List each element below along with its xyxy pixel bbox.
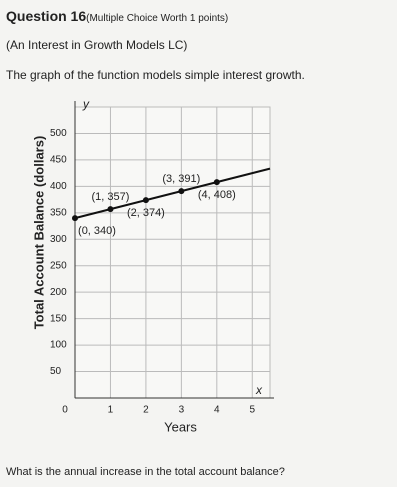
- line-extension: [216, 167, 271, 184]
- x-tick-label: 4: [214, 405, 220, 416]
- x-tick-label: 2: [143, 405, 149, 416]
- chart: 50 100 150 200 250 300 350 400 450 500 0 1 2 3 4 5 y x Yea…: [31, 97, 274, 434]
- y-axis-label: Total Account Balance (dollars): [31, 136, 46, 330]
- point-label: (1, 357): [91, 191, 129, 203]
- x-tick-label: 0: [62, 405, 68, 416]
- question-worth: (Multiple Choice Worth 1 points): [86, 13, 229, 24]
- y-tick-label: 250: [50, 260, 67, 271]
- y-tick-label: 200: [50, 287, 67, 298]
- data-point: [178, 188, 185, 195]
- point-label: (4, 408): [198, 189, 236, 201]
- y-tick-label: 100: [50, 340, 67, 351]
- y-tick-label: 300: [50, 234, 67, 245]
- x-axis-label: Years: [164, 419, 197, 434]
- point-label: (2, 374): [127, 207, 165, 219]
- question-number: Question 16: [6, 8, 87, 24]
- data-point: [213, 179, 220, 186]
- y-tick-label: 50: [50, 366, 62, 377]
- question-header: Question 16(Multiple Choice Worth 1 poin…: [6, 8, 228, 24]
- y-axis-letter: y: [82, 97, 90, 111]
- question-text: What is the annual increase in the total…: [6, 466, 285, 478]
- prompt: The graph of the function models simple …: [6, 68, 305, 82]
- data-point: [107, 206, 114, 213]
- lesson: (An Interest in Growth Models LC): [6, 38, 188, 52]
- point-label: (0, 340): [78, 225, 116, 237]
- y-tick-label: 400: [50, 181, 67, 192]
- point-label: (3, 391): [162, 173, 200, 185]
- x-tick-label: 1: [108, 405, 114, 416]
- y-tick-label: 450: [50, 155, 67, 166]
- y-tick-label: 500: [50, 128, 67, 139]
- x-tick-label: 5: [249, 405, 255, 416]
- plot-area: [74, 106, 271, 399]
- data-point: [142, 197, 149, 204]
- y-tick-label: 150: [50, 313, 67, 324]
- y-tick-label: 350: [50, 207, 67, 218]
- x-tick-label: 3: [179, 405, 185, 416]
- data-point: [72, 215, 78, 222]
- x-axis-letter: x: [255, 383, 263, 397]
